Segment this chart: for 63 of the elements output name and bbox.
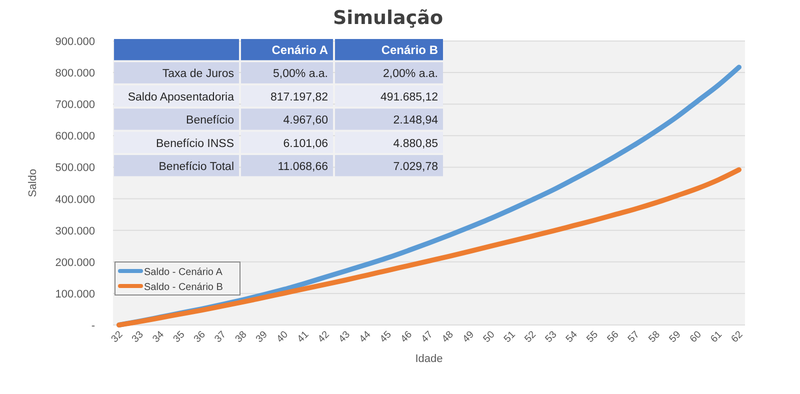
annotation: 7.029,78 <box>393 161 438 173</box>
annotation: 4.880,85 <box>393 138 438 150</box>
y-tick-label: 200.000 <box>55 256 95 269</box>
x-tick-label: 51 <box>502 329 518 345</box>
x-tick-label: 46 <box>398 329 415 345</box>
x-tick-label: 62 <box>729 329 746 345</box>
legend-label: Saldo - Cenário A <box>144 267 223 278</box>
x-tick-label: 54 <box>564 329 580 345</box>
x-tick-label: 35 <box>171 329 188 345</box>
annotation: 491.685,12 <box>380 91 438 104</box>
annotation: Saldo Aposentadoria <box>128 91 235 104</box>
x-tick-label: 43 <box>336 329 353 345</box>
x-tick-label: 48 <box>440 329 456 345</box>
x-tick-label: 52 <box>522 329 539 345</box>
annotation: Benefício INSS <box>156 138 234 150</box>
x-tick-label: 45 <box>378 329 394 345</box>
x-tick-label: 60 <box>688 329 704 345</box>
y-tick-label: 900.000 <box>55 36 95 48</box>
y-axis-title: Saldo <box>27 168 39 198</box>
legend-label: Saldo - Cenário B <box>144 282 224 293</box>
annotation: 2.148,94 <box>393 114 439 127</box>
x-tick-label: 37 <box>212 329 229 345</box>
annotation: 2,00% a.a. <box>383 68 438 80</box>
annotation: 4.967,60 <box>283 114 328 127</box>
x-tick-label: 61 <box>708 329 725 345</box>
x-tick-label: 58 <box>646 329 663 345</box>
x-tick-label: 55 <box>584 329 601 345</box>
y-tick-label: 700.000 <box>55 99 95 112</box>
y-tick-label: 100.000 <box>55 288 95 300</box>
x-tick-label: 57 <box>626 329 642 345</box>
y-tick-label: - <box>91 320 96 332</box>
x-tick-label: 32 <box>109 329 126 345</box>
annotation: 5,00% a.a. <box>273 68 328 80</box>
x-tick-label: 44 <box>357 329 374 345</box>
y-tick-label: 600.000 <box>55 130 95 143</box>
x-tick-label: 47 <box>419 329 436 345</box>
annotation: Benefício Total <box>158 161 234 173</box>
y-tick-label: 300.000 <box>55 225 95 238</box>
x-tick-label: 49 <box>460 329 477 345</box>
annotation: 11.068,66 <box>278 161 328 173</box>
annotation: Cenário A <box>272 43 328 57</box>
x-tick-label: 56 <box>605 329 622 345</box>
y-tick-label: 500.000 <box>55 162 95 174</box>
annotation: 6.101,06 <box>283 138 328 150</box>
annotation: Taxa de Juros <box>162 68 234 80</box>
x-tick-label: 59 <box>667 329 684 345</box>
annotation: 817.197,82 <box>270 91 328 104</box>
y-tick-label: 800.000 <box>55 68 95 80</box>
x-tick-label: 53 <box>543 329 560 345</box>
x-tick-label: 42 <box>316 329 332 345</box>
x-tick-label: 33 <box>130 329 146 345</box>
x-tick-label: 40 <box>274 329 291 345</box>
chart-title: Simulação <box>333 7 443 29</box>
annotation: Cenário B <box>381 43 438 57</box>
x-tick-label: 38 <box>233 329 250 345</box>
x-tick-label: 39 <box>254 329 270 345</box>
x-tick-label: 34 <box>150 329 167 345</box>
x-tick-label: 41 <box>295 329 312 345</box>
x-tick-label: 36 <box>192 329 208 345</box>
annotation: Benefício <box>186 114 234 127</box>
x-axis-title: Idade <box>415 353 443 365</box>
x-tick-label: 50 <box>481 329 498 345</box>
y-tick-label: 400.000 <box>55 194 95 206</box>
